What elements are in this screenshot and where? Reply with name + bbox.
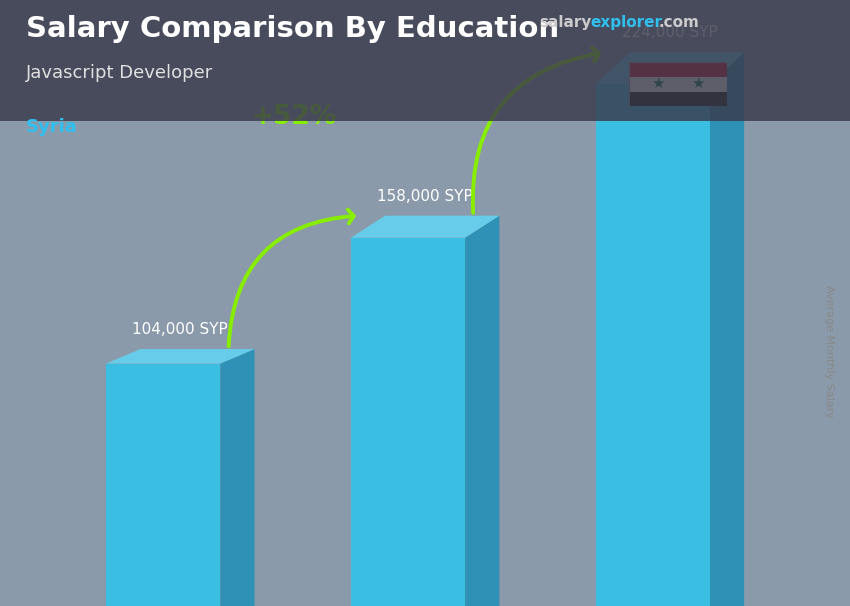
Polygon shape [596, 53, 745, 84]
Text: Javascript Developer: Javascript Developer [26, 64, 212, 82]
Polygon shape [351, 216, 500, 238]
Text: ★: ★ [690, 76, 705, 92]
Bar [629, 77, 727, 92]
Polygon shape [465, 216, 500, 606]
Bar [629, 62, 727, 77]
Text: ★: ★ [651, 76, 666, 92]
Polygon shape [351, 238, 465, 606]
Bar [629, 92, 727, 106]
Text: 158,000 SYP: 158,000 SYP [377, 188, 473, 204]
Text: Average Monthly Salary: Average Monthly Salary [824, 285, 834, 418]
Text: +52%: +52% [251, 104, 337, 130]
Polygon shape [220, 349, 255, 606]
Polygon shape [596, 84, 710, 606]
Polygon shape [106, 349, 255, 364]
Text: 104,000 SYP: 104,000 SYP [133, 322, 228, 337]
Text: Salary Comparison By Education: Salary Comparison By Education [26, 15, 558, 43]
Text: explorer: explorer [591, 15, 663, 30]
Text: .com: .com [659, 15, 700, 30]
Text: Syria: Syria [26, 118, 77, 136]
Polygon shape [106, 364, 220, 606]
Text: salary: salary [540, 15, 592, 30]
Polygon shape [710, 53, 745, 606]
Text: 224,000 SYP: 224,000 SYP [622, 25, 717, 41]
